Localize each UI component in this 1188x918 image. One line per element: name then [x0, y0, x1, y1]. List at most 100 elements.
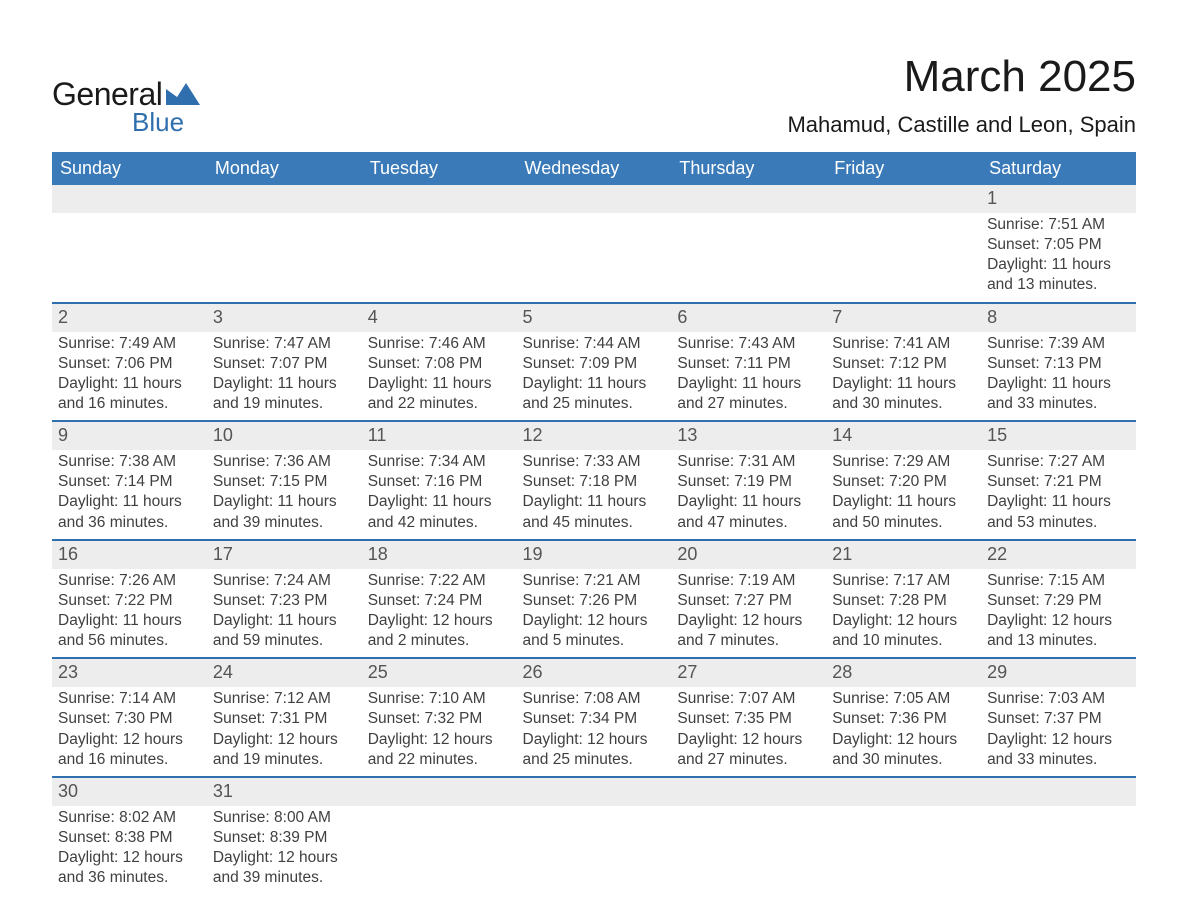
- day-info: [671, 806, 826, 884]
- daynum-cell: 14: [826, 421, 981, 450]
- day-number: 25: [362, 659, 517, 687]
- daynum-cell: 27: [671, 658, 826, 687]
- day-info: [826, 806, 981, 884]
- day-info: Sunrise: 7:43 AMSunset: 7:11 PMDaylight:…: [671, 332, 826, 421]
- day-info: [362, 806, 517, 884]
- dow-wednesday: Wednesday: [517, 152, 672, 185]
- week-info-row: Sunrise: 7:49 AMSunset: 7:06 PMDaylight:…: [52, 332, 1136, 422]
- info-cell: [826, 806, 981, 895]
- daynum-cell: 12: [517, 421, 672, 450]
- day-info: Sunrise: 7:31 AMSunset: 7:19 PMDaylight:…: [671, 450, 826, 539]
- info-cell: Sunrise: 7:24 AMSunset: 7:23 PMDaylight:…: [207, 569, 362, 659]
- day-info: [671, 213, 826, 291]
- daynum-cell: [207, 185, 362, 213]
- daynum-cell: 2: [52, 303, 207, 332]
- week-daynum-row: 1: [52, 185, 1136, 213]
- day-number: [671, 185, 826, 213]
- day-info: Sunrise: 7:03 AMSunset: 7:37 PMDaylight:…: [981, 687, 1136, 776]
- info-cell: [207, 213, 362, 303]
- day-number: [362, 185, 517, 213]
- day-info: Sunrise: 7:12 AMSunset: 7:31 PMDaylight:…: [207, 687, 362, 776]
- daynum-cell: [671, 777, 826, 806]
- day-number: 4: [362, 304, 517, 332]
- day-info: Sunrise: 7:36 AMSunset: 7:15 PMDaylight:…: [207, 450, 362, 539]
- daynum-cell: 9: [52, 421, 207, 450]
- header-row: General Blue March 2025 Mahamud, Castill…: [52, 52, 1136, 138]
- info-cell: [517, 806, 672, 895]
- dow-friday: Friday: [826, 152, 981, 185]
- daynum-cell: 16: [52, 540, 207, 569]
- day-info: Sunrise: 7:05 AMSunset: 7:36 PMDaylight:…: [826, 687, 981, 776]
- info-cell: [517, 213, 672, 303]
- daynum-cell: 7: [826, 303, 981, 332]
- info-cell: [826, 213, 981, 303]
- day-number: [671, 778, 826, 806]
- day-number: 1: [981, 185, 1136, 213]
- info-cell: Sunrise: 7:49 AMSunset: 7:06 PMDaylight:…: [52, 332, 207, 422]
- day-number: [362, 778, 517, 806]
- info-cell: Sunrise: 7:07 AMSunset: 7:35 PMDaylight:…: [671, 687, 826, 777]
- week-info-row: Sunrise: 7:51 AMSunset: 7:05 PMDaylight:…: [52, 213, 1136, 303]
- info-cell: Sunrise: 7:43 AMSunset: 7:11 PMDaylight:…: [671, 332, 826, 422]
- day-number: 27: [671, 659, 826, 687]
- daynum-cell: 19: [517, 540, 672, 569]
- daynum-cell: 20: [671, 540, 826, 569]
- week-info-row: Sunrise: 7:38 AMSunset: 7:14 PMDaylight:…: [52, 450, 1136, 540]
- info-cell: Sunrise: 7:05 AMSunset: 7:36 PMDaylight:…: [826, 687, 981, 777]
- week-info-row: Sunrise: 7:26 AMSunset: 7:22 PMDaylight:…: [52, 569, 1136, 659]
- info-cell: Sunrise: 7:03 AMSunset: 7:37 PMDaylight:…: [981, 687, 1136, 777]
- dow-sunday: Sunday: [52, 152, 207, 185]
- day-info: [981, 806, 1136, 884]
- info-cell: Sunrise: 7:10 AMSunset: 7:32 PMDaylight:…: [362, 687, 517, 777]
- day-info: Sunrise: 8:02 AMSunset: 8:38 PMDaylight:…: [52, 806, 207, 895]
- daynum-cell: 30: [52, 777, 207, 806]
- day-number: 2: [52, 304, 207, 332]
- day-info: Sunrise: 7:08 AMSunset: 7:34 PMDaylight:…: [517, 687, 672, 776]
- info-cell: [671, 806, 826, 895]
- daynum-cell: 5: [517, 303, 672, 332]
- info-cell: Sunrise: 7:21 AMSunset: 7:26 PMDaylight:…: [517, 569, 672, 659]
- day-info: Sunrise: 7:29 AMSunset: 7:20 PMDaylight:…: [826, 450, 981, 539]
- day-number: 23: [52, 659, 207, 687]
- day-info: Sunrise: 7:44 AMSunset: 7:09 PMDaylight:…: [517, 332, 672, 421]
- daynum-cell: 26: [517, 658, 672, 687]
- daynum-cell: [826, 777, 981, 806]
- dow-tuesday: Tuesday: [362, 152, 517, 185]
- day-info: [517, 213, 672, 291]
- day-number: 21: [826, 541, 981, 569]
- daynum-cell: 21: [826, 540, 981, 569]
- daynum-cell: [826, 185, 981, 213]
- day-info: Sunrise: 7:14 AMSunset: 7:30 PMDaylight:…: [52, 687, 207, 776]
- day-info: [207, 213, 362, 291]
- day-info: Sunrise: 7:51 AMSunset: 7:05 PMDaylight:…: [981, 213, 1136, 302]
- day-info: Sunrise: 7:07 AMSunset: 7:35 PMDaylight:…: [671, 687, 826, 776]
- day-number: 14: [826, 422, 981, 450]
- info-cell: Sunrise: 7:22 AMSunset: 7:24 PMDaylight:…: [362, 569, 517, 659]
- info-cell: Sunrise: 7:34 AMSunset: 7:16 PMDaylight:…: [362, 450, 517, 540]
- daynum-cell: 13: [671, 421, 826, 450]
- day-info: [362, 213, 517, 291]
- day-info: Sunrise: 7:24 AMSunset: 7:23 PMDaylight:…: [207, 569, 362, 658]
- day-number: [207, 185, 362, 213]
- dow-saturday: Saturday: [981, 152, 1136, 185]
- daynum-cell: 25: [362, 658, 517, 687]
- day-number: [826, 185, 981, 213]
- info-cell: Sunrise: 7:46 AMSunset: 7:08 PMDaylight:…: [362, 332, 517, 422]
- day-number: [981, 778, 1136, 806]
- info-cell: Sunrise: 7:51 AMSunset: 7:05 PMDaylight:…: [981, 213, 1136, 303]
- info-cell: Sunrise: 7:36 AMSunset: 7:15 PMDaylight:…: [207, 450, 362, 540]
- day-info: Sunrise: 7:10 AMSunset: 7:32 PMDaylight:…: [362, 687, 517, 776]
- info-cell: Sunrise: 7:26 AMSunset: 7:22 PMDaylight:…: [52, 569, 207, 659]
- day-info: Sunrise: 7:34 AMSunset: 7:16 PMDaylight:…: [362, 450, 517, 539]
- day-info: Sunrise: 7:19 AMSunset: 7:27 PMDaylight:…: [671, 569, 826, 658]
- day-number: 19: [517, 541, 672, 569]
- info-cell: Sunrise: 7:44 AMSunset: 7:09 PMDaylight:…: [517, 332, 672, 422]
- day-number: [517, 778, 672, 806]
- info-cell: Sunrise: 7:47 AMSunset: 7:07 PMDaylight:…: [207, 332, 362, 422]
- calendar-header: Sunday Monday Tuesday Wednesday Thursday…: [52, 152, 1136, 185]
- title-block: March 2025 Mahamud, Castille and Leon, S…: [787, 52, 1136, 138]
- day-info: Sunrise: 7:49 AMSunset: 7:06 PMDaylight:…: [52, 332, 207, 421]
- info-cell: [981, 806, 1136, 895]
- day-number: 17: [207, 541, 362, 569]
- day-number: 13: [671, 422, 826, 450]
